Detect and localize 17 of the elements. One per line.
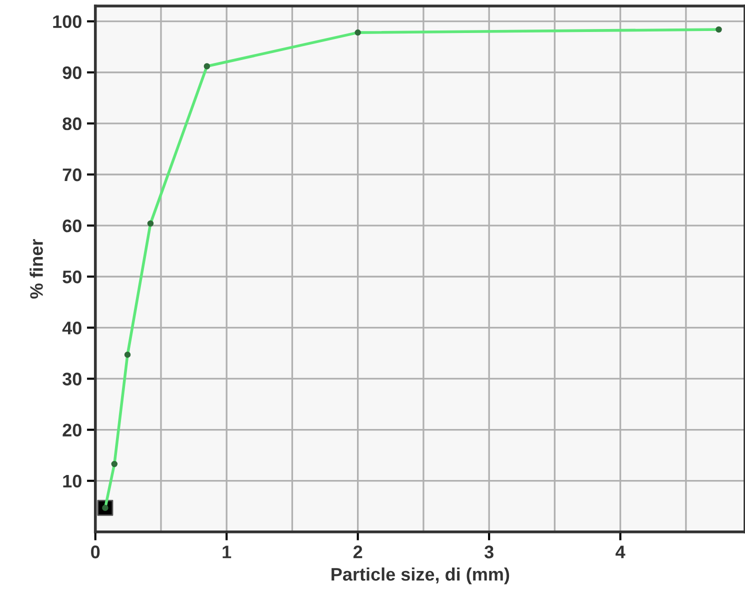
x-tick-label: 1 <box>222 546 232 558</box>
y-tick-label: 60 <box>62 219 82 232</box>
x-tick-label: 0 <box>91 546 100 558</box>
y-tick-label: 70 <box>62 168 82 182</box>
y-tick-label: 80 <box>62 117 82 130</box>
y-tick-label: 90 <box>62 66 82 80</box>
y-axis-title: % finer <box>30 239 43 299</box>
y-tick-label: 100 <box>53 15 82 28</box>
x-axis-title: Particle size, di (mm) <box>332 567 510 584</box>
y-tick-label: 30 <box>62 372 82 386</box>
y-tick-label: 20 <box>62 424 82 436</box>
y-tick-label: 10 <box>63 474 82 488</box>
y-tick-label: 40 <box>62 322 82 334</box>
x-tick-label: 2 <box>353 546 362 558</box>
y-tick-label: 50 <box>62 270 82 284</box>
x-tick-label: 3 <box>484 546 494 558</box>
x-tick-label: 4 <box>616 546 626 558</box>
